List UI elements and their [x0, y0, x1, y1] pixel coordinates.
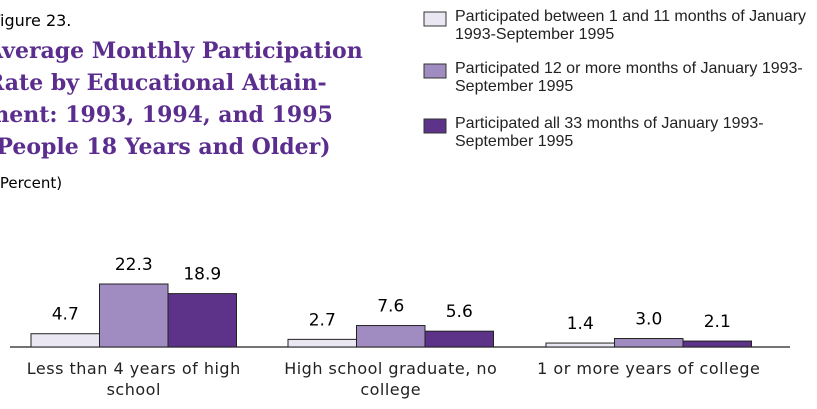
- bar: [167, 293, 237, 348]
- legend-swatch: [423, 63, 447, 79]
- unit-label: (Percent): [0, 174, 62, 192]
- value-label: 22.3: [115, 255, 153, 275]
- title-line: Rate by Educational Attain-: [0, 70, 327, 96]
- legend-label: Participated all 33 months of January 19…: [455, 115, 764, 150]
- x-tick-label: Less than 4 years of high school: [26, 359, 241, 399]
- bar: [614, 338, 684, 348]
- value-label: 2.7: [309, 310, 336, 330]
- bar: [287, 338, 357, 348]
- value-label: 3.0: [635, 310, 662, 330]
- legend-label: Participated 12 or more months of Januar…: [455, 60, 803, 95]
- value-label: 7.6: [377, 297, 404, 317]
- legend-swatch: [423, 118, 447, 134]
- legend-swatch: [423, 11, 447, 27]
- bar: [424, 330, 494, 348]
- bar: [30, 333, 100, 348]
- bar: [356, 325, 426, 348]
- x-tick-label: High school graduate, no college: [284, 359, 498, 399]
- bar: [545, 342, 615, 348]
- value-label: 5.6: [446, 302, 473, 322]
- value-label: 1.4: [567, 314, 594, 334]
- legend-label: Participated between 1 and 11 months of …: [455, 8, 807, 43]
- title-line: Average Monthly Participation: [0, 38, 363, 64]
- value-label: 18.9: [183, 265, 221, 285]
- figure-label: Figure 23.: [0, 11, 71, 30]
- bar: [682, 340, 752, 348]
- title-line: ment: 1993, 1994, and 1995: [0, 102, 333, 128]
- value-label: 4.7: [52, 305, 79, 325]
- bar: [99, 283, 169, 348]
- value-label: 2.1: [704, 312, 731, 332]
- x-tick-label: 1 or more years of college: [537, 359, 761, 378]
- title-line: (People 18 Years and Older): [0, 134, 331, 160]
